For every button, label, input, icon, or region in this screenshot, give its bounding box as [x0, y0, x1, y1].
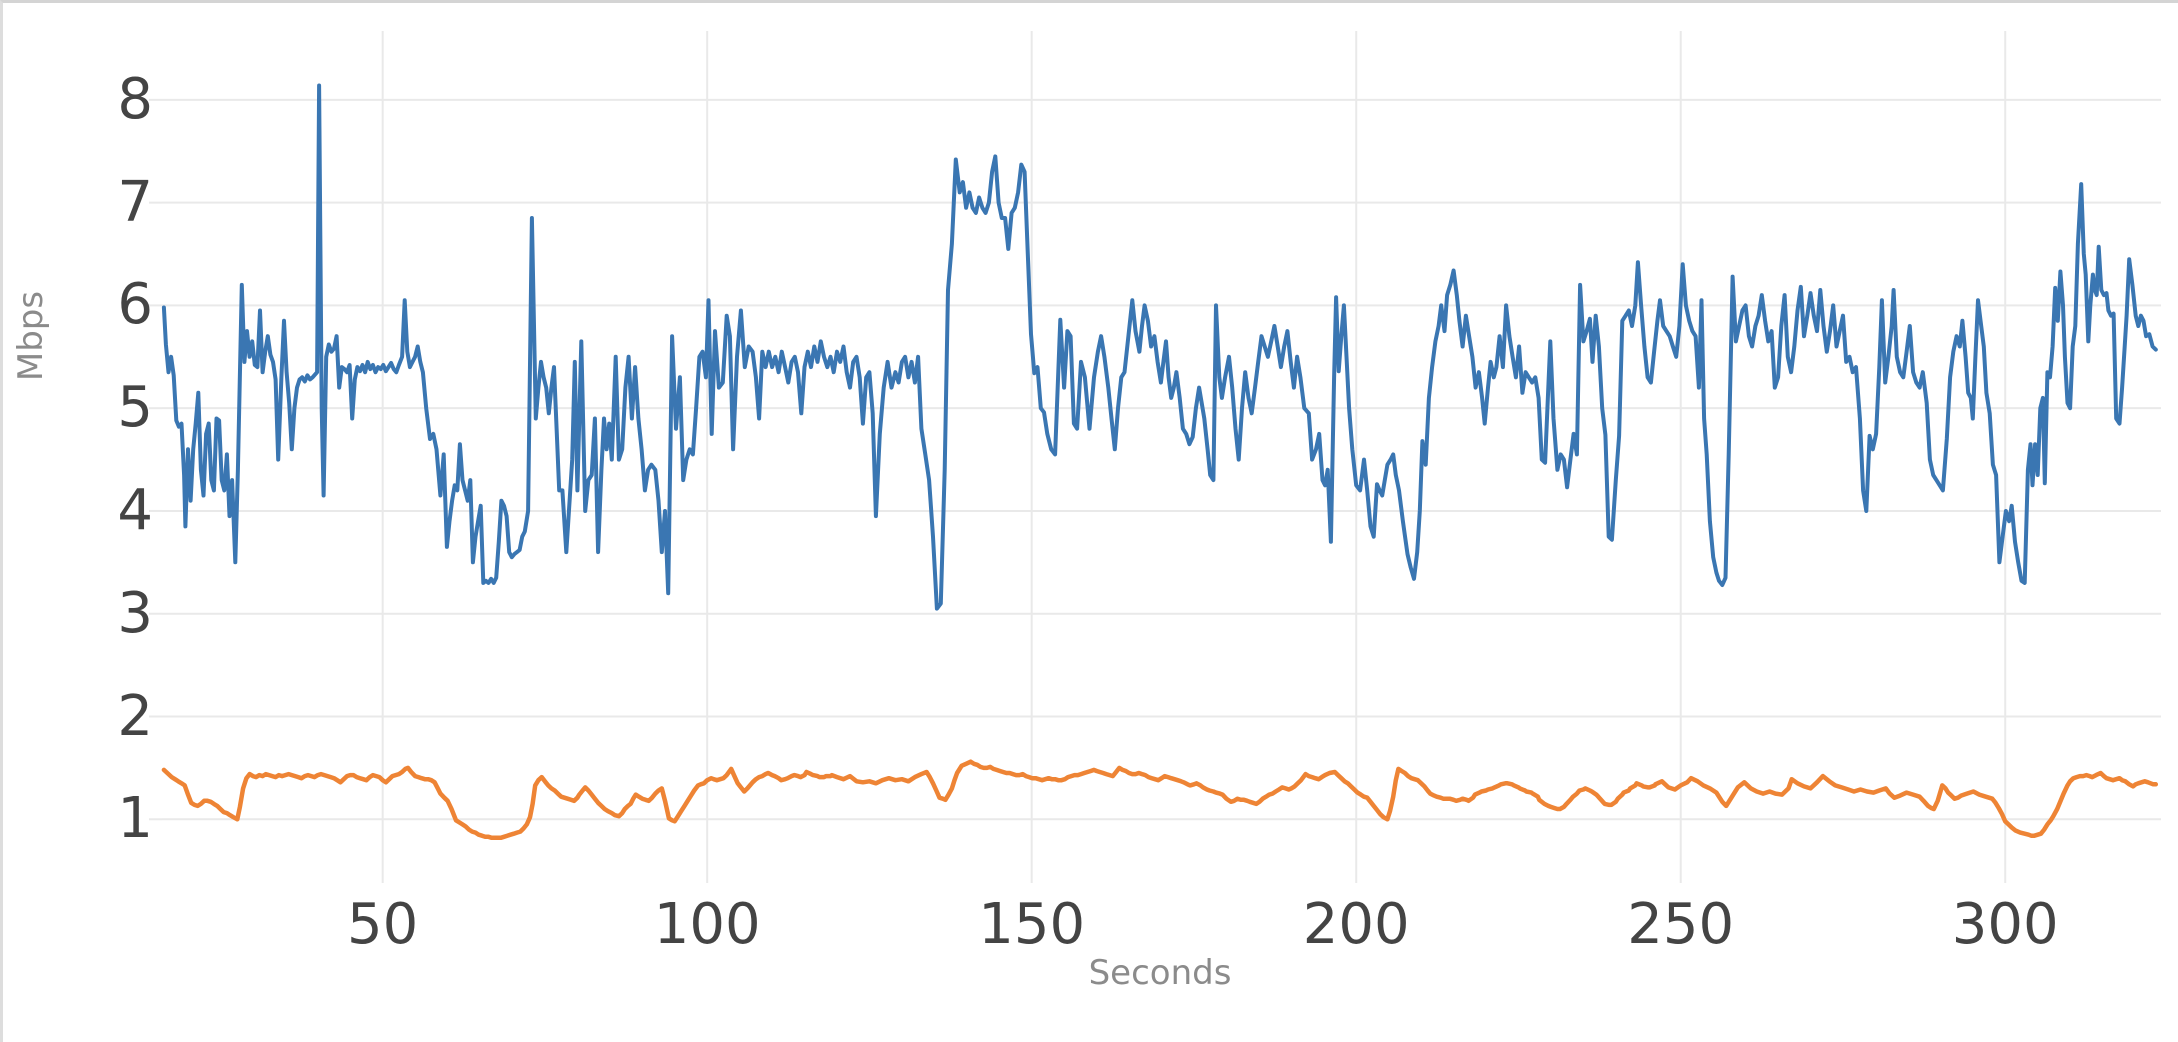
- y-tick-label: 3: [117, 580, 153, 646]
- y-tick-label: 5: [117, 375, 153, 441]
- y-tick-label: 8: [117, 66, 153, 132]
- y-tick-label: 2: [117, 683, 153, 749]
- y-tick-label: 1: [117, 786, 153, 852]
- y-tick-label: 6: [117, 272, 153, 338]
- plot-area: [149, 31, 2161, 883]
- blue-bitrate-line: [161, 83, 2158, 611]
- orange-bitrate-line: [161, 759, 2159, 841]
- x-tick-label: 50: [347, 892, 419, 957]
- x-axis-title: Seconds: [1088, 953, 1232, 993]
- y-tick-label: 4: [117, 477, 153, 543]
- x-tick-label: 250: [1627, 892, 1735, 957]
- x-tick-label: 100: [653, 892, 761, 957]
- x-tick-label: 150: [978, 892, 1086, 957]
- y-tick-label: 7: [117, 169, 153, 235]
- x-tick-label: 300: [1951, 892, 2059, 957]
- x-tick-label: 200: [1302, 892, 1410, 957]
